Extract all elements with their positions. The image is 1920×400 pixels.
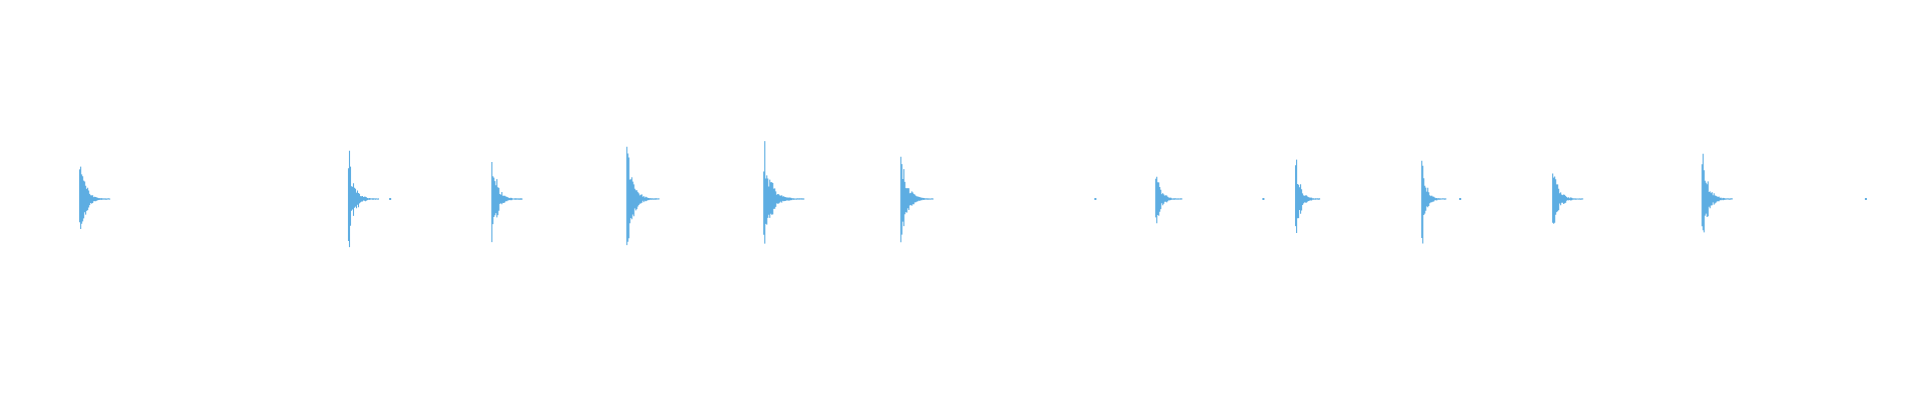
- waveform-burst: [347, 150, 380, 248]
- waveform-burst-path: [1421, 160, 1447, 244]
- waveform-burst: [1421, 160, 1447, 244]
- waveform-click: [1864, 198, 1867, 200]
- waveform-burst: [900, 156, 934, 243]
- waveform-burst: [1701, 153, 1733, 233]
- waveform-burst-path: [900, 156, 934, 243]
- waveform-burst-path: [1295, 159, 1321, 233]
- waveform-burst-path: [491, 162, 523, 243]
- waveform-burst: [79, 166, 111, 229]
- waveform-burst-path: [763, 141, 805, 244]
- waveform-click: [1262, 198, 1265, 200]
- waveform-burst-path: [1155, 176, 1183, 224]
- waveform-burst: [491, 162, 523, 243]
- waveform-click: [1094, 198, 1097, 200]
- waveform-burst: [626, 146, 660, 246]
- waveform-burst: [763, 141, 805, 244]
- waveform-burst-path: [1552, 173, 1584, 224]
- waveform-click: [389, 198, 392, 200]
- waveform-burst-path: [79, 166, 111, 229]
- waveform-burst: [1552, 173, 1584, 224]
- waveform-burst: [1295, 159, 1321, 233]
- waveform-click: [1459, 198, 1462, 200]
- waveform-burst-path: [347, 150, 380, 248]
- waveform-burst-path: [626, 146, 660, 246]
- waveform-burst-path: [1701, 153, 1733, 233]
- waveform-burst: [1155, 176, 1183, 224]
